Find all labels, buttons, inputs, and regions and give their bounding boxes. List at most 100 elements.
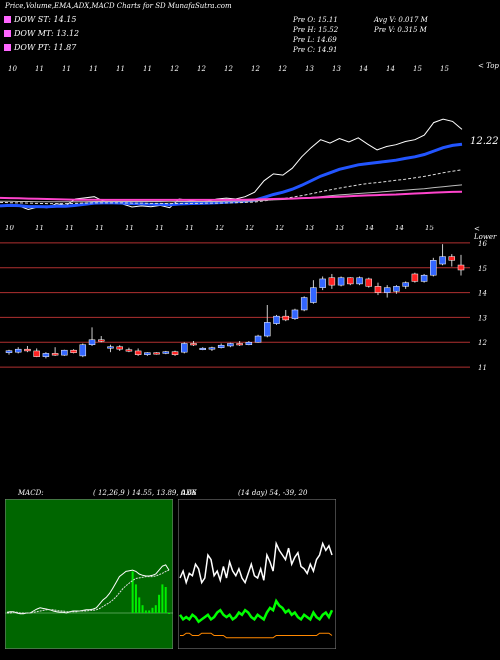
price-date-label: 13 [335,225,344,232]
candle-body [42,353,50,357]
candle-body [264,322,271,337]
price-date-label: 15 [425,225,434,232]
price-y-tick: 13 [478,314,487,322]
candle-body [439,256,446,265]
ema-chart: 10 11 11 11 11 11 12 12 12 12 12 13 13 14 14 15 15 [0,65,463,211]
macd-line [6,564,170,615]
candle-body [70,349,77,353]
top-date-label: 12 [251,65,260,73]
top-date-label: 15 [413,65,422,73]
candle-body [88,339,96,345]
candle-body [393,286,400,292]
dow-mt-row: DOW MT: 13.12 [4,29,79,38]
macd-histogram-bar [148,610,151,613]
dow-st-swatch [4,16,11,23]
dow-pt-row: DOW PT: 11.87 [4,43,76,52]
adx-series-line [180,632,333,639]
price-date-label: 12 [245,225,254,232]
top-date-label: 14 [386,65,395,73]
candle-body [254,335,262,343]
ema-series-line [0,118,463,211]
candle-body [33,350,40,357]
pre-low: Pre L: 14.69 [293,36,337,44]
price-y-tick: 14 [478,290,487,298]
candle-body [181,343,188,353]
candle-body [282,315,289,321]
top-date-label: 11 [143,65,152,73]
candle-body [116,346,123,350]
candle-body [125,349,133,352]
top-date-label: 15 [440,65,449,73]
top-date-label: 13 [305,65,314,73]
candle-body [245,341,253,345]
candle-body [217,344,225,348]
candle-body [61,349,68,356]
candle-body [51,353,59,356]
pre-high: Pre H: 15.52 [293,26,339,34]
macd-histogram-bar [161,584,164,613]
candle-body [171,351,179,355]
candle-body [134,350,142,355]
candle-body [273,315,280,324]
dow-mt-swatch [4,30,11,37]
candle-body [5,350,13,353]
candle-body [162,351,170,354]
adx-series-line [179,540,333,586]
macd-histogram-bar [144,610,147,613]
macd-values: ( 12,26,9 ) 14.55, 13.89, 0.66 [93,489,197,497]
ema-series-line [0,190,463,201]
adx-chart [178,499,336,649]
dow-st-label: DOW ST: 14.15 [14,15,77,24]
macd-histogram-bar [151,607,154,613]
candle-body [448,256,456,261]
candle-body [199,347,206,350]
price-date-label: 11 [185,225,194,232]
candle-body [24,348,31,352]
price-date-label: 11 [95,225,104,232]
adx-series-line [178,598,334,624]
candle-body [153,352,160,355]
macd-histogram-bar [164,587,167,613]
candle-body [402,282,409,287]
candle-body [144,352,151,355]
candle-body [208,347,216,350]
price-date-label: 11 [35,225,44,232]
top-date-label: 12 [278,65,287,73]
macd-label: MACD: [18,489,44,497]
price-y-tick: 12 [478,339,487,347]
candle-body [227,343,234,347]
dow-pt-swatch [4,44,11,51]
top-date-label: 11 [89,65,98,73]
ema-series-line [0,142,463,209]
candle-body [190,343,197,346]
candle-body [411,273,419,282]
candle-body [347,277,354,285]
macd-histogram-bar [131,571,134,613]
price-date-label: 11 [65,225,74,232]
pre-open: Pre O: 15.11 [293,16,338,24]
candle-body [236,343,243,346]
top-corner-label: < Top [478,62,499,70]
candle-body [79,344,87,357]
top-date-label: 11 [116,65,125,73]
candle-body [14,348,22,353]
candle-body [374,286,382,293]
macd-chart [5,499,173,649]
ema-series-line [0,169,463,205]
candle-body [107,346,114,349]
macd-histogram-bar [141,605,144,613]
ema-last-value: 12.22 [470,136,499,147]
candle-body [420,274,428,282]
pre-close: Pre C: 14.91 [293,46,338,54]
candle-body [291,309,299,319]
price-chart: 16 15 14 13 12 11 10 11 11 11 11 11 11 12 12 12 13 13 14 14… [0,225,487,372]
price-date-label: 11 [155,225,164,232]
candle-body [328,277,336,286]
price-date-label: 14 [365,225,374,232]
price-y-tick: 11 [478,364,487,372]
top-date-label: 13 [332,65,341,73]
candle-body [97,339,105,342]
macd-histogram-bar [158,594,161,613]
ema-series-line [0,184,463,203]
macd-histogram-bar [134,584,137,613]
